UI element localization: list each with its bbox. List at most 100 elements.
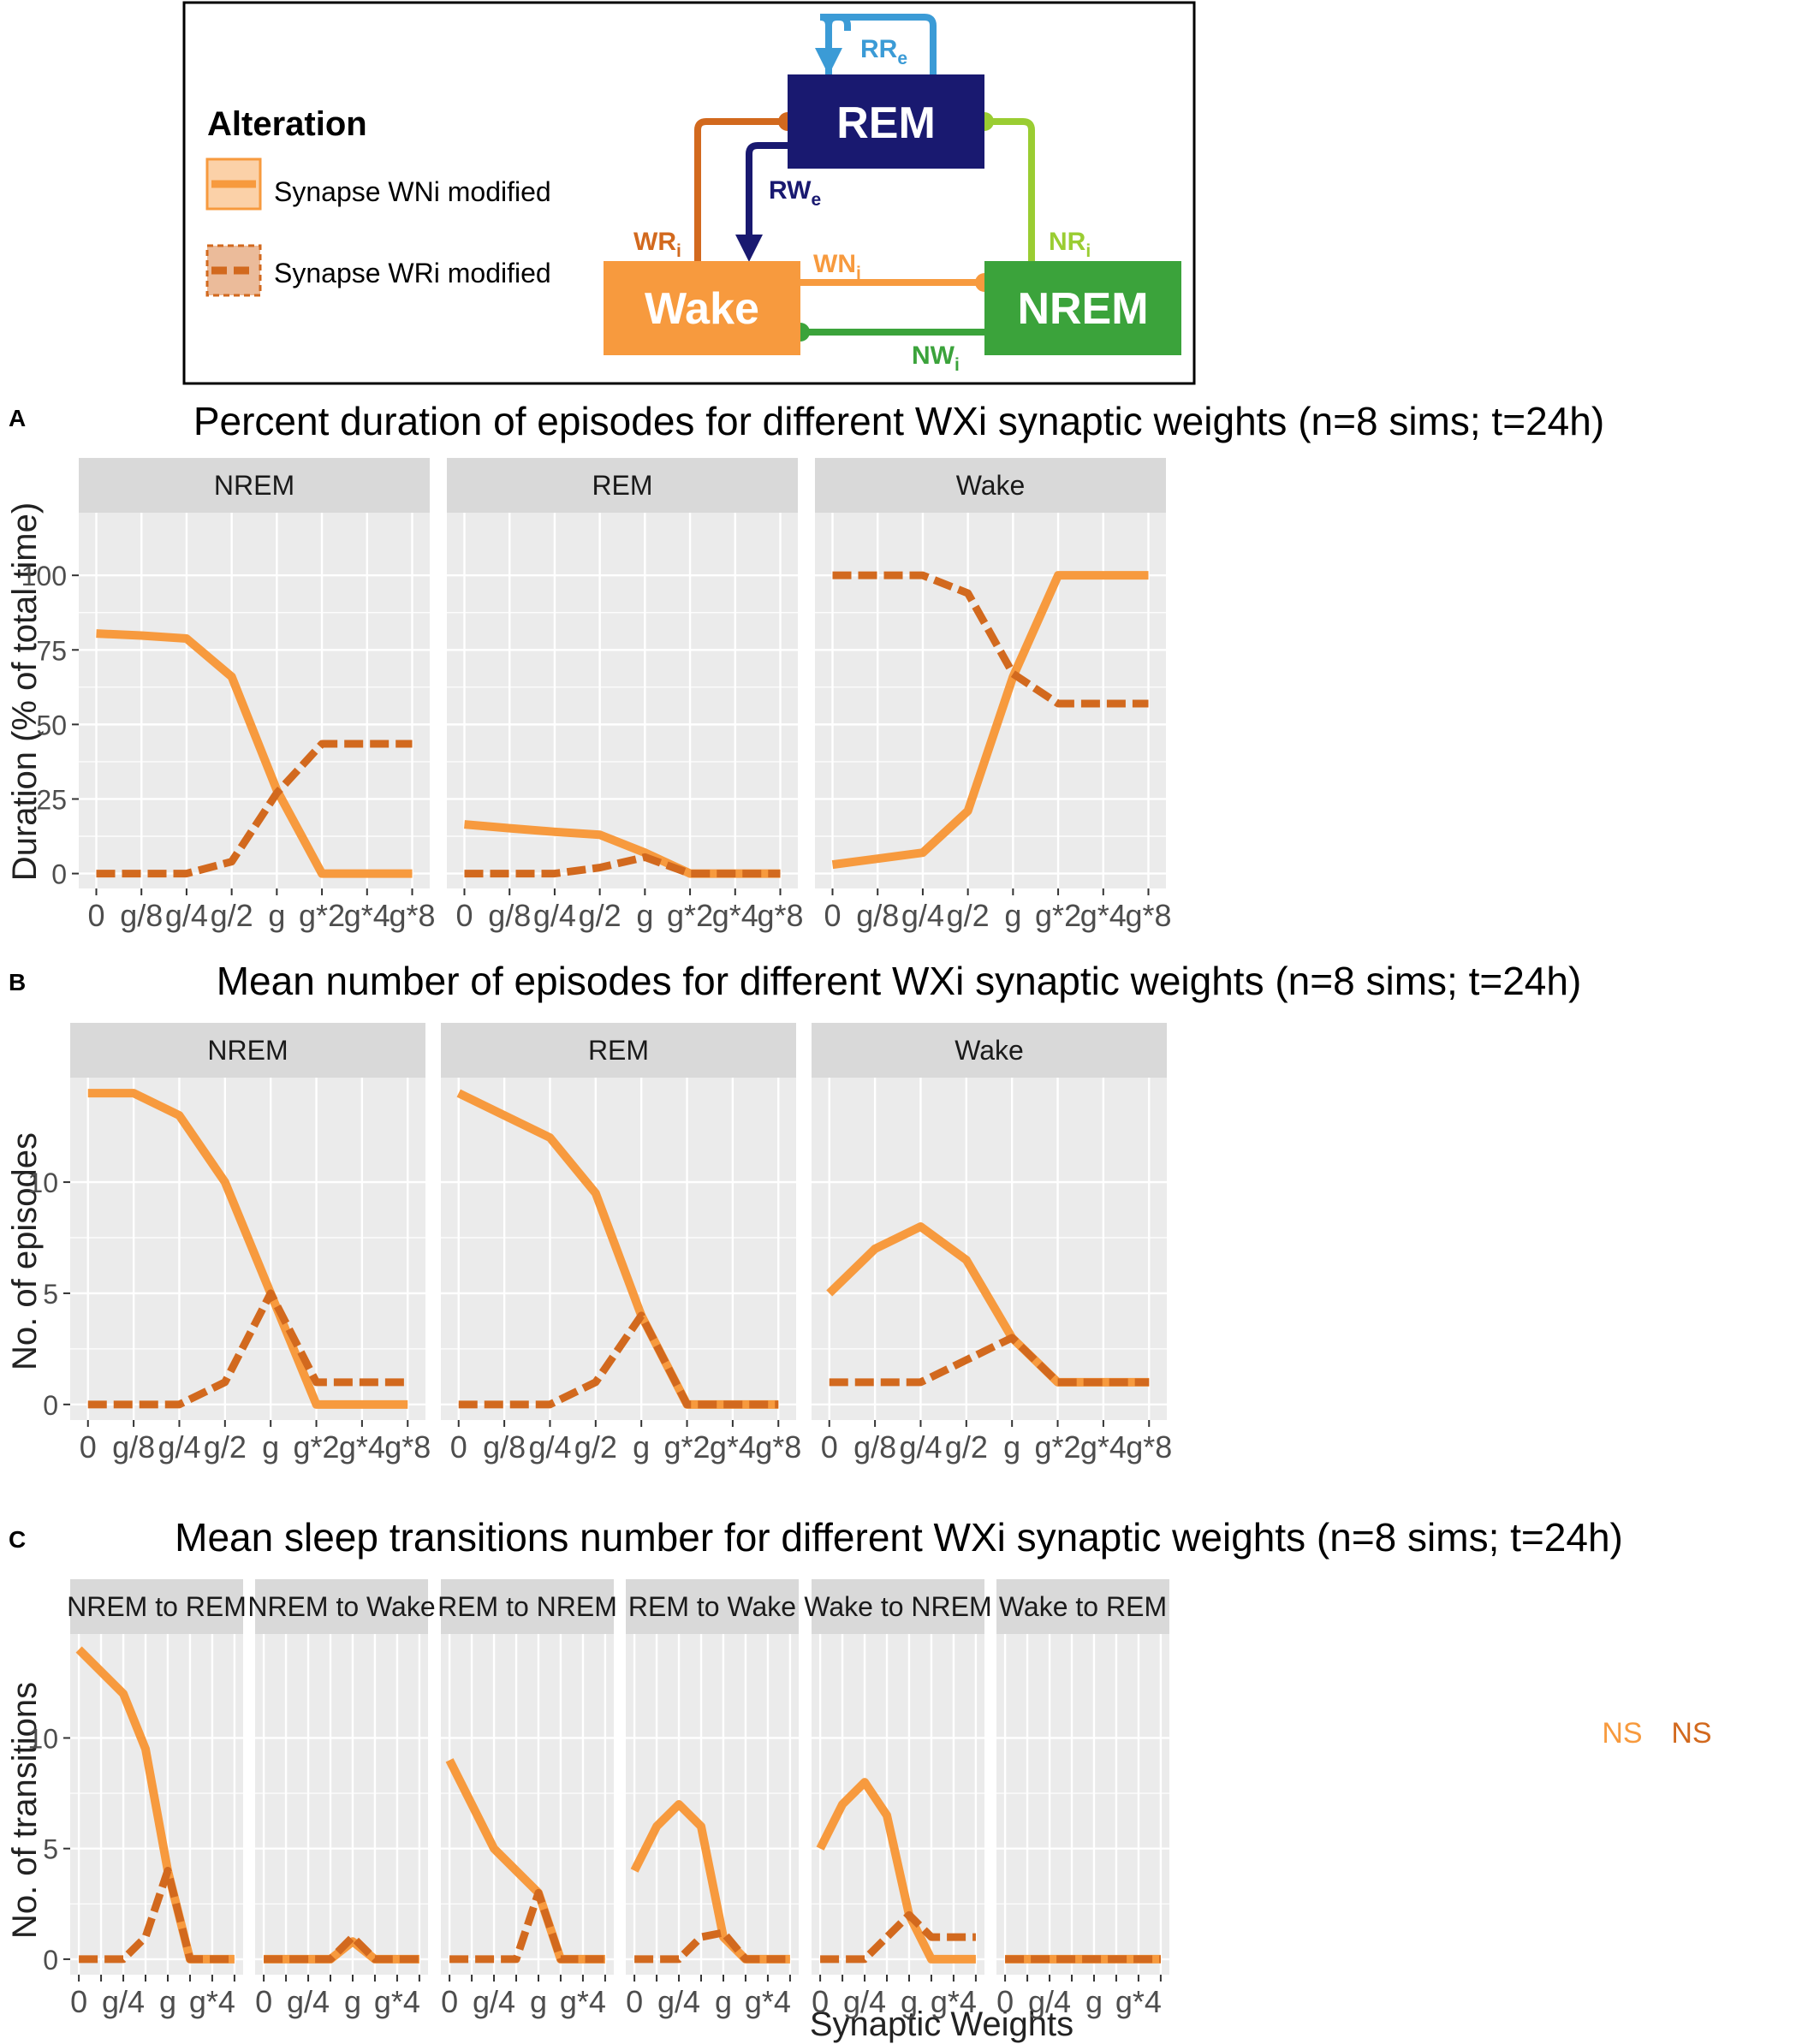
section-b-title: Mean number of episodes for different WX… — [217, 959, 1582, 1003]
x-tick-label: g/8 — [112, 1429, 155, 1465]
facet-strip-label: NREM — [214, 470, 294, 501]
y-tick-label: 25 — [36, 784, 67, 815]
x-tick-label: g/2 — [574, 1429, 617, 1465]
facet-c-6: Wake to REM 0 g/4 g g*4 — [996, 1579, 1169, 2019]
facet-a-1: NREM 0 25 50 75 100 0 g/8 g/4 g/2 g g*2g*4g*8 — [21, 458, 436, 933]
section-a-tag: A — [9, 405, 26, 431]
x-tick-label: g — [268, 898, 285, 933]
facet-strip — [812, 1579, 984, 1634]
series-line-wri — [87, 1289, 408, 1409]
series-line-wni — [96, 629, 413, 878]
section-b-ylabel: No. of episodes — [6, 1132, 44, 1370]
facet-panel — [996, 1634, 1169, 1975]
x-tick-label: g/8 — [120, 898, 163, 933]
x-tick-label: g*2 — [299, 898, 345, 933]
facet-strip — [626, 1579, 799, 1634]
section-c: C Mean sleep transitions number for diff… — [6, 1515, 1623, 2043]
facet-a-2: REM 0 g/8 g/4 g/2 g g*2g*4g*8 — [447, 458, 804, 933]
series-line-wni — [75, 1646, 235, 1964]
legend-key-wni — [205, 157, 262, 211]
x-tick-label: g/2 — [579, 898, 621, 933]
facet-strip — [441, 1579, 614, 1634]
x-tick-label: g/2 — [204, 1429, 247, 1465]
facet-c-4: REM to Wake 0 g/4 g g*4 — [626, 1579, 799, 2019]
x-tick-label: 0 — [455, 898, 473, 933]
facet-panel — [255, 1634, 428, 1975]
facet-strip-label: REM to NREM — [437, 1591, 617, 1622]
x-tick-label: 0 — [996, 1984, 1014, 2019]
series-line-wni — [87, 1089, 408, 1409]
wr-connection — [694, 118, 788, 261]
x-tick-label: 0 — [441, 1984, 458, 2019]
x-tick-label: g/2 — [947, 898, 990, 933]
facet-b-2: REM 0 g/8 g/4 g/2 g g*2 g*4 g*8 — [441, 1023, 801, 1465]
x-tick-label: g*2 — [664, 1429, 711, 1465]
series-line-wri — [464, 853, 781, 878]
facet-strip — [815, 458, 1166, 513]
rem-node-label: REM — [836, 98, 936, 148]
series-line-wni — [816, 1778, 976, 1964]
x-tick-label: g*2 — [667, 898, 713, 933]
x-tick-label: g*4 — [1080, 898, 1127, 933]
facet-strip-label: REM — [588, 1035, 649, 1066]
rw-connection — [735, 142, 788, 262]
x-tick-label: g/4 — [657, 1984, 700, 2019]
x-tick-label: g/4 — [473, 1984, 515, 2019]
legend-title: Alteration — [207, 105, 367, 143]
series-line-wri — [96, 740, 413, 878]
x-tick-label: g — [636, 898, 653, 933]
nr-connection — [984, 118, 1035, 261]
nrem-node — [984, 261, 1181, 355]
y-tick-label: 10 — [27, 1168, 58, 1198]
y-tick-label: 5 — [43, 1834, 58, 1865]
facet-c-1: NREM to REM 0 5 10 0 g/4 g g*4 — [27, 1579, 247, 2019]
x-tick-label: g/4 — [843, 1984, 886, 2019]
x-tick-label: g — [715, 1984, 732, 2019]
facet-strip — [70, 1579, 243, 1634]
legend-diagram-box: Alteration Synapse WNi modified Synapse … — [182, 1, 1196, 385]
wake-node — [604, 261, 800, 355]
ns-annotation-wri-wake-to-rem: NS — [1671, 1717, 1711, 1750]
legend-key-wri — [205, 244, 262, 297]
rem-node — [788, 74, 984, 169]
legend-label-wri: Synapse WRi modified — [274, 258, 551, 288]
series-line-wri — [820, 1910, 976, 1964]
x-tick-label: g/8 — [488, 898, 531, 933]
x-tick-label: 0 — [824, 898, 841, 933]
x-tick-label: g — [633, 1429, 650, 1465]
x-tick-label: g/4 — [158, 1429, 200, 1465]
y-tick-label: 0 — [51, 859, 67, 890]
x-tick-label: g*8 — [389, 898, 435, 933]
x-tick-label: g/4 — [1028, 1984, 1071, 2019]
facet-strip-label: REM to Wake — [628, 1591, 796, 1622]
rr-excitatory-loop — [820, 14, 937, 74]
x-tick-label: g/4 — [102, 1984, 145, 2019]
x-tick-label: g*8 — [757, 898, 803, 933]
x-tick-label: g/4 — [533, 898, 576, 933]
facet-strip-label: Wake to REM — [999, 1591, 1167, 1622]
facet-strip — [996, 1579, 1169, 1634]
x-tick-label: g/8 — [483, 1429, 526, 1465]
x-tick-label: g — [159, 1984, 176, 2019]
x-tick-label: g — [901, 1984, 918, 2019]
facet-strip-label: Wake to NREM — [804, 1591, 991, 1622]
wr-label: WRi — [633, 228, 681, 261]
section-a: A Percent duration of episodes for diffe… — [6, 399, 1604, 881]
x-tick-label: g*2 — [1035, 898, 1081, 933]
nr-label: NRi — [1049, 228, 1091, 261]
facet-strip — [441, 1023, 796, 1078]
x-tick-label: g/4 — [899, 1429, 942, 1465]
series-line-wri — [829, 1334, 1150, 1387]
section-c-title: Mean sleep transitions number for differ… — [175, 1515, 1623, 1560]
x-tick-label: g/4 — [901, 898, 944, 933]
x-tick-label: g/4 — [165, 898, 208, 933]
facet-strip — [447, 458, 798, 513]
section-c-ylabel: No. of transitions — [6, 1682, 44, 1939]
facet-strip-label: Wake — [956, 470, 1026, 501]
y-tick-label: 0 — [43, 1390, 58, 1421]
series-line-wri — [458, 1311, 779, 1409]
rw-label: RWe — [769, 176, 821, 210]
x-tick-label: g*4 — [931, 1984, 977, 2019]
